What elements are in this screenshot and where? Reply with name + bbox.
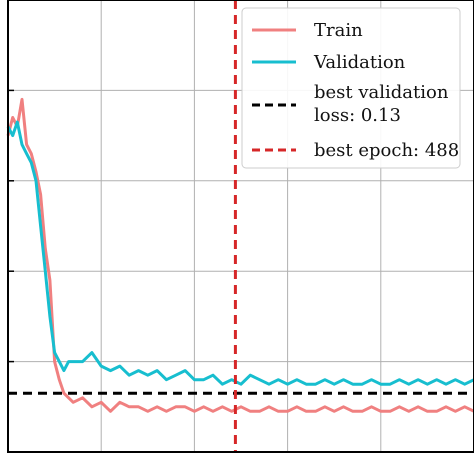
legend-label-best-validation-line2: loss: 0.13 bbox=[314, 105, 401, 126]
series-line-train bbox=[6, 97, 474, 413]
legend-label-best-validation-line1: best validation bbox=[314, 82, 449, 103]
legend-label-best-epoch: best epoch: 488 bbox=[314, 140, 459, 161]
series-line-validation bbox=[6, 120, 474, 386]
series-layer bbox=[6, 97, 474, 413]
reference-lines bbox=[8, 0, 474, 452]
plot-frame bbox=[7, 0, 474, 453]
legend-label-train: Train bbox=[314, 20, 363, 41]
legend-label-validation: Validation bbox=[313, 52, 406, 73]
legend-box bbox=[241, 7, 461, 169]
legend: Train Validation best validation loss: 0… bbox=[241, 7, 461, 169]
